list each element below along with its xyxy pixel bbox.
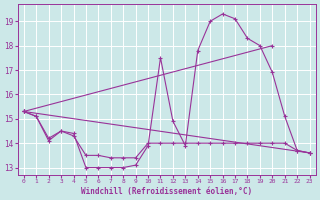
X-axis label: Windchill (Refroidissement éolien,°C): Windchill (Refroidissement éolien,°C)	[81, 187, 252, 196]
